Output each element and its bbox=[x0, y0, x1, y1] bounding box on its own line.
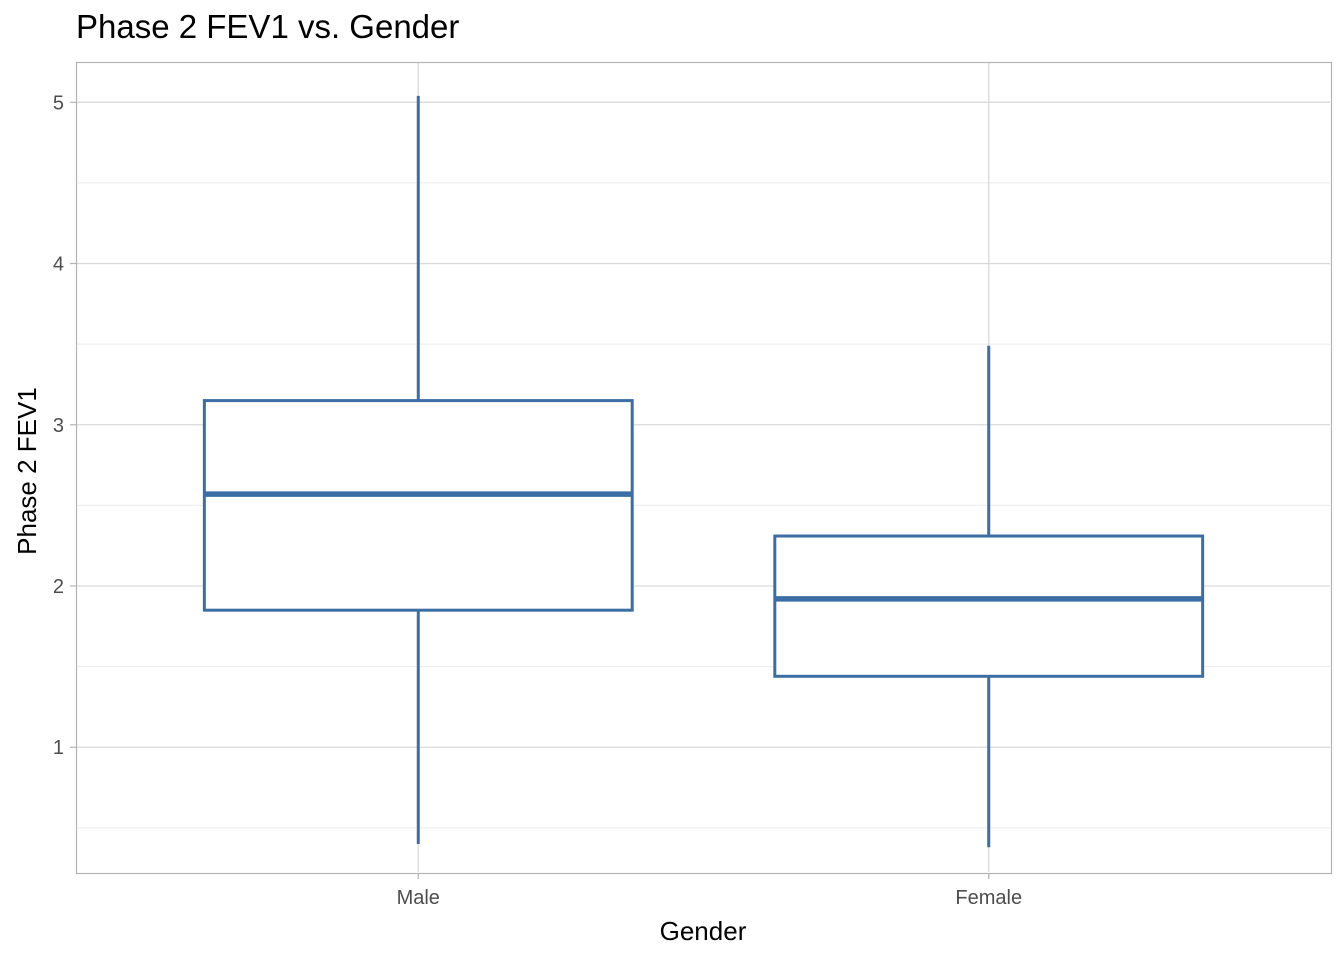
x-axis-title: Gender bbox=[660, 916, 747, 946]
iqr-box bbox=[773, 534, 1205, 678]
x-tick-label: Female bbox=[955, 887, 1022, 909]
box-female bbox=[773, 345, 1205, 848]
x-axis: Male Female bbox=[397, 873, 1022, 909]
y-tick-label: 1 bbox=[53, 737, 64, 759]
y-axis: 1 2 3 4 5 bbox=[53, 92, 76, 759]
boxes bbox=[202, 95, 1205, 848]
y-tick-label: 5 bbox=[53, 92, 64, 114]
y-tick-label: 2 bbox=[53, 576, 64, 598]
box-male bbox=[202, 95, 634, 844]
chart-title: Phase 2 FEV1 vs. Gender bbox=[76, 8, 460, 45]
y-tick-label: 4 bbox=[53, 254, 64, 276]
y-tick-label: 3 bbox=[53, 415, 64, 437]
iqr-box bbox=[202, 399, 634, 612]
y-axis-title: Phase 2 FEV1 bbox=[12, 387, 42, 555]
x-tick-label: Male bbox=[397, 887, 440, 909]
